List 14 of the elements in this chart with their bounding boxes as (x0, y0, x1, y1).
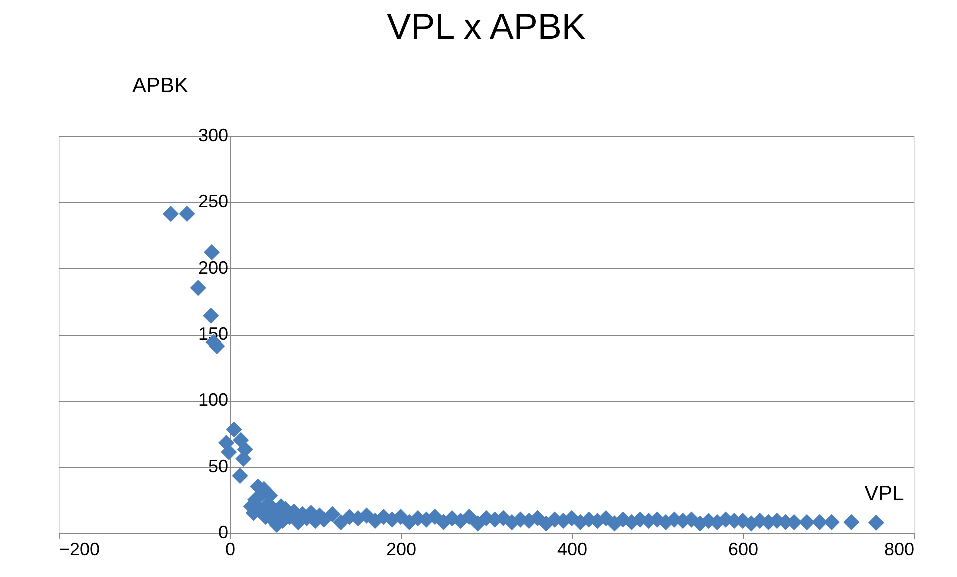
y-tick-label: 0 (218, 522, 228, 542)
y-tick-label: 50 (208, 456, 228, 476)
chart-title: VPL x APBK (387, 6, 586, 47)
y-tick-label: 200 (198, 258, 228, 278)
y-tick-label: 300 (198, 126, 228, 146)
x-tick-label: 600 (728, 540, 759, 560)
y-tick-label: 100 (198, 390, 228, 410)
y-tick-label: 250 (198, 192, 228, 212)
x-axis-title: VPL (864, 482, 904, 506)
x-tick-label: 200 (386, 540, 417, 560)
x-tick-label: 800 (884, 540, 914, 560)
y-axis-title: APBK (132, 74, 189, 98)
x-tick-label: −200 (60, 540, 100, 560)
x-tick-label: 400 (557, 540, 588, 560)
